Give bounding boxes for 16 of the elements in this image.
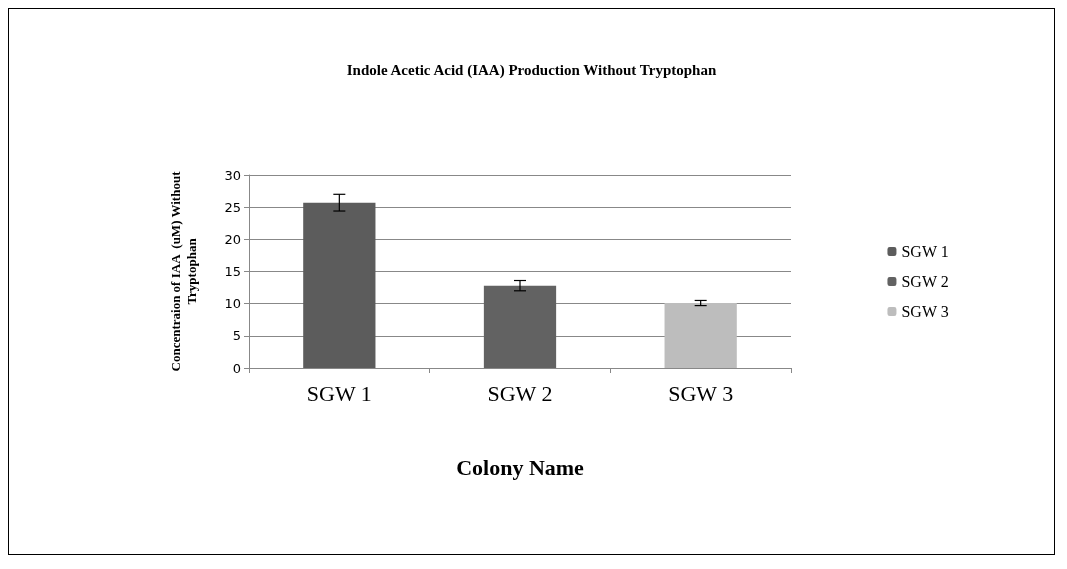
legend-label: SGW 1 — [901, 243, 949, 260]
x-tick-label: SGW 3 — [668, 380, 734, 406]
y-tick-label: 15 — [224, 264, 241, 279]
legend-label: SGW 2 — [901, 273, 949, 290]
y-tick-label: 25 — [224, 199, 241, 215]
y-tick-label: 20 — [224, 231, 241, 247]
y-tick-label: 10 — [224, 296, 241, 312]
x-tick-label: SGW 1 — [306, 380, 372, 406]
legend-label: SGW 3 — [901, 303, 949, 320]
y-tick-label: 30 — [224, 167, 241, 183]
y-tick-label: 0 — [232, 360, 241, 376]
x-tick-label: SGW 2 — [487, 380, 553, 406]
chart-title: Indole Acetic Acid (IAA) Production Without Tryptophan — [346, 61, 717, 79]
y-tick-label: 5 — [232, 328, 241, 344]
y-axis-title: Concentraion of IAA (uM) Without Tryptophan — [167, 170, 199, 372]
x-axis-title: Colony Name — [456, 454, 585, 480]
